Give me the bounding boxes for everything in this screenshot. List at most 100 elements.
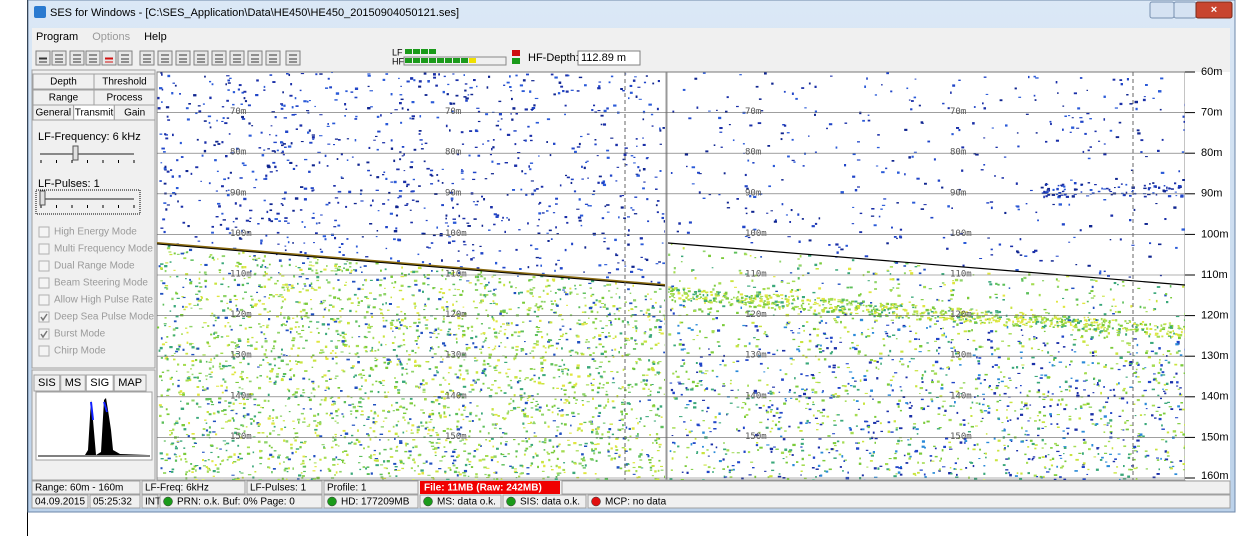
echo-dot [476, 449, 479, 451]
echo-dot [297, 419, 300, 421]
echo-dot [408, 359, 411, 361]
echo-dot [469, 402, 471, 403]
toolbar-button[interactable] [194, 51, 208, 65]
echo-dot [1135, 101, 1138, 103]
echo-dot [495, 289, 497, 290]
toolbar-button[interactable] [140, 51, 154, 65]
toolbar-button[interactable] [230, 51, 244, 65]
toolbar-button[interactable] [52, 51, 66, 65]
echo-dot [330, 340, 333, 341]
echo-dot [544, 438, 546, 439]
echo-dot [271, 350, 273, 352]
echo-dot [500, 326, 502, 327]
toolbar-button[interactable] [248, 51, 262, 65]
echo-dot [1162, 139, 1164, 141]
echo-dot [414, 280, 417, 282]
echo-dot [547, 279, 549, 281]
echo-dot [465, 83, 468, 84]
echo-dot [263, 178, 266, 180]
echo-dot [291, 288, 294, 289]
echo-dot [504, 362, 507, 363]
echo-dot [467, 347, 470, 349]
echo-dot [791, 295, 794, 297]
status-led [512, 50, 520, 56]
echo-dot [331, 234, 334, 236]
echo-dot [657, 211, 659, 213]
echo-dot [449, 367, 452, 369]
echo-dot [276, 373, 279, 375]
toolbar-button[interactable] [286, 51, 300, 65]
toolbar-button[interactable] [158, 51, 172, 65]
echo-dot [373, 140, 376, 141]
echo-dot [266, 326, 269, 328]
echo-dot [526, 448, 529, 450]
toolbar-button[interactable] [176, 51, 190, 65]
echo-dot [657, 450, 660, 451]
toolbar-button[interactable] [70, 51, 84, 65]
toolbar-button[interactable] [118, 51, 132, 65]
echo-dot [333, 226, 336, 227]
echo-dot [645, 384, 647, 386]
echo-dot [233, 221, 235, 222]
echo-dot [533, 375, 535, 377]
echo-dot [406, 363, 408, 364]
menu-item[interactable]: Options [92, 31, 130, 43]
echo-dot [231, 374, 234, 376]
menu-item[interactable]: Help [144, 31, 167, 43]
echo-dot [891, 227, 893, 229]
echo-dot [456, 426, 458, 428]
echo-dot [1076, 128, 1079, 129]
toolbar-button[interactable] [212, 51, 226, 65]
echo-dot [656, 433, 658, 435]
echo-dot [687, 232, 690, 234]
echo-dot [539, 441, 541, 443]
echo-dot [741, 297, 744, 299]
echo-dot [526, 415, 529, 417]
echo-dot [483, 383, 485, 385]
echo-dot [185, 306, 188, 308]
echo-dot [187, 332, 189, 334]
echo-dot [484, 474, 486, 475]
echo-dot [505, 373, 507, 375]
echo-dot [316, 276, 319, 278]
toolbar-button[interactable] [266, 51, 280, 65]
maximize-button[interactable] [1174, 2, 1196, 18]
echo-dot [886, 242, 889, 244]
echo-dot [356, 252, 358, 253]
echo-dot [557, 260, 560, 261]
echo-dot [829, 304, 832, 305]
echo-dot [985, 319, 987, 321]
echo-dot [608, 361, 610, 363]
echo-dot [449, 129, 451, 131]
echo-dot [179, 346, 181, 348]
echo-dot [1088, 158, 1091, 159]
app-icon [34, 6, 46, 18]
minimize-button[interactable] [1150, 2, 1174, 18]
echo-dot [658, 343, 660, 344]
echo-dot [816, 303, 819, 304]
echo-dot [198, 291, 200, 293]
echo-dot [276, 213, 279, 215]
echo-dot [292, 467, 294, 469]
echo-dot [542, 374, 545, 376]
echo-dot [458, 409, 460, 411]
echo-dot [492, 408, 494, 410]
echo-dot [357, 305, 359, 306]
echo-dot [511, 98, 513, 100]
echo-dot [426, 246, 428, 247]
echo-dot [777, 301, 780, 303]
toolbar-button[interactable] [86, 51, 100, 65]
echo-dot [598, 300, 601, 302]
echo-dot [280, 416, 282, 417]
echo-dot [207, 434, 210, 436]
echo-dot [536, 257, 539, 258]
echo-dot [1046, 191, 1049, 193]
echo-dot [1024, 319, 1026, 320]
echo-dot [257, 367, 260, 368]
echo-dot [570, 355, 572, 356]
echo-dot [247, 345, 250, 346]
echo-dot [541, 301, 543, 303]
echo-dot [390, 327, 392, 329]
echo-dot [238, 338, 241, 339]
menu-item[interactable]: Program [36, 31, 78, 43]
